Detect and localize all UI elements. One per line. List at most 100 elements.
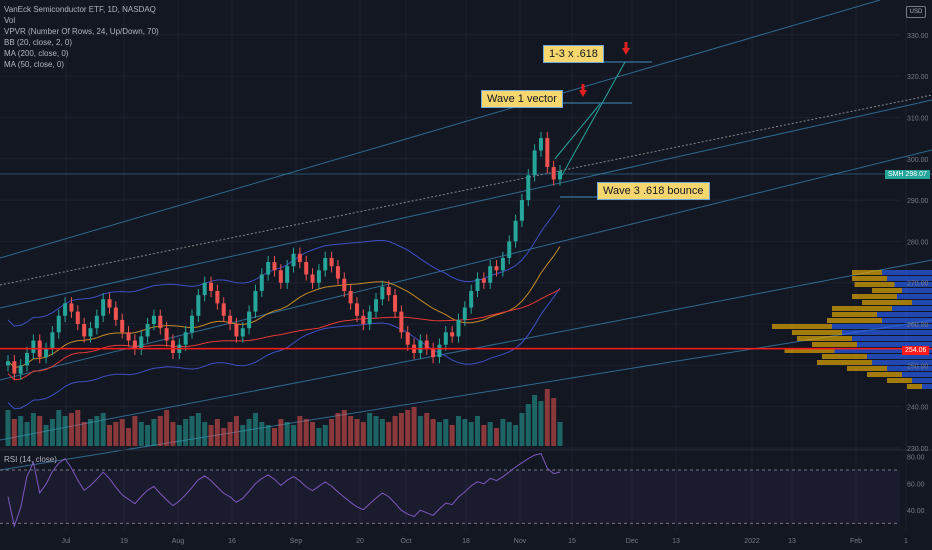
volume-bar — [417, 416, 423, 446]
volume-bar — [322, 425, 328, 446]
candle-body — [266, 262, 271, 275]
volume-bar — [341, 410, 347, 446]
volume-bar — [411, 407, 417, 446]
volume-bar — [455, 416, 461, 446]
price-axis-tick: 310.00 — [907, 115, 929, 122]
volume-bar — [284, 422, 290, 446]
volume-bar — [303, 419, 309, 446]
volume-bar — [316, 428, 322, 446]
legend-bb[interactable]: BB (20, close, 2, 0) — [4, 38, 73, 47]
time-axis-tick: Aug — [172, 538, 185, 545]
volume-bar — [386, 422, 392, 446]
legend-ma200[interactable]: MA (200, close, 0) — [4, 49, 69, 58]
candle-body — [215, 290, 220, 304]
candle-body — [475, 278, 480, 291]
volume-bar — [176, 425, 182, 446]
currency-button[interactable]: USD — [906, 6, 926, 18]
candle-body — [202, 282, 207, 296]
volume-bar — [195, 413, 201, 446]
price-axis-tick: 240.00 — [907, 405, 929, 412]
volume-bar — [443, 419, 449, 446]
rsi-legend[interactable]: RSI (14, close) — [4, 455, 57, 464]
volume-bar — [468, 422, 474, 446]
volume-bar — [354, 419, 360, 446]
candle-body — [253, 290, 258, 312]
symbol-title[interactable]: VanEck Semiconductor ETF, 1D, NASDAQ — [4, 5, 156, 14]
candle-body — [519, 200, 524, 221]
vpvr-down-bar — [887, 378, 912, 383]
volume-bar — [100, 413, 106, 446]
symbol-price-tag: SMH 298.07 — [885, 170, 930, 179]
vpvr-down-bar — [797, 336, 852, 341]
volume-bar — [360, 422, 366, 446]
volume-bar — [398, 413, 404, 446]
candle-body — [405, 332, 410, 345]
volume-bar — [68, 413, 74, 446]
ma50-line — [7, 246, 561, 368]
annotations — [0, 42, 932, 350]
callout-wave-3-bounce[interactable]: Wave 3 .618 bounce — [597, 182, 710, 200]
candle-body — [190, 315, 194, 333]
candle-body — [56, 315, 61, 333]
trend-channel-lines — [0, 0, 932, 471]
candle-body — [272, 262, 277, 271]
vpvr-down-bar — [852, 294, 897, 299]
last-price-label: 298.07 — [905, 171, 927, 178]
volume-bar — [183, 419, 189, 446]
callout-target-1[interactable]: 1-3 x .618 — [543, 45, 604, 63]
vpvr-down-bar — [772, 324, 832, 329]
volume-bar — [513, 425, 519, 446]
volume-bar — [62, 416, 68, 446]
vpvr-down-bar — [817, 360, 872, 365]
legend-vol[interactable]: Vol — [4, 16, 16, 25]
time-axis-tick: 19 — [120, 538, 128, 545]
candle-body — [285, 266, 290, 283]
candle-body — [234, 324, 239, 337]
time-axis-tick: Oct — [401, 538, 412, 545]
volume-bar — [519, 413, 525, 446]
candle-body — [380, 286, 385, 300]
volume-bar — [30, 413, 36, 446]
candle-body — [228, 315, 233, 325]
candle-body — [538, 138, 543, 151]
candle-body — [437, 344, 442, 358]
candle-body — [348, 290, 353, 304]
vpvr-up-bar — [857, 342, 932, 347]
candle-body — [310, 274, 315, 283]
volume-bar — [424, 413, 430, 446]
candle-body — [107, 299, 112, 308]
vpvr-up-bar — [887, 366, 932, 371]
candle-body — [386, 286, 391, 296]
vpvr-up-bar — [894, 282, 932, 287]
volume-bar — [75, 410, 81, 446]
volume-bar — [202, 422, 208, 446]
candle-body — [44, 348, 49, 358]
volume-bar — [107, 425, 113, 446]
candle-body — [335, 266, 340, 279]
legend-ma50[interactable]: MA (50, close, 0) — [4, 60, 65, 69]
callout-wave-1-vector[interactable]: Wave 1 vector — [481, 90, 563, 108]
price-axis-tick: 330.00 — [907, 33, 929, 40]
candle-body — [75, 311, 80, 325]
volume-bar — [291, 425, 297, 446]
price-axis-tick: 250.00 — [907, 363, 929, 370]
vpvr-up-bar — [902, 288, 932, 293]
legend-vpvr[interactable]: VPVR (Number Of Rows, 24, Up/Down, 70) — [4, 27, 159, 36]
time-axis-tick: 15 — [568, 538, 576, 545]
vpvr-up-bar — [922, 384, 932, 389]
volume-bar — [475, 416, 481, 446]
vpvr-up-bar — [834, 348, 932, 353]
symbol-tag-name: SMH — [888, 171, 904, 178]
time-axis-tick: 20 — [356, 538, 364, 545]
candle-body — [6, 361, 10, 366]
candle-body — [158, 315, 163, 329]
volume-bar — [436, 422, 442, 446]
indicator-legend: VanEck Semiconductor ETF, 1D, NASDAQ Vol… — [4, 4, 159, 70]
candle-body — [316, 270, 321, 283]
candle-body — [545, 138, 550, 168]
vpvr-up-bar — [912, 300, 932, 305]
volume-bar — [87, 419, 93, 446]
vpvr-up-bar — [887, 276, 932, 281]
candle-body — [304, 262, 309, 275]
